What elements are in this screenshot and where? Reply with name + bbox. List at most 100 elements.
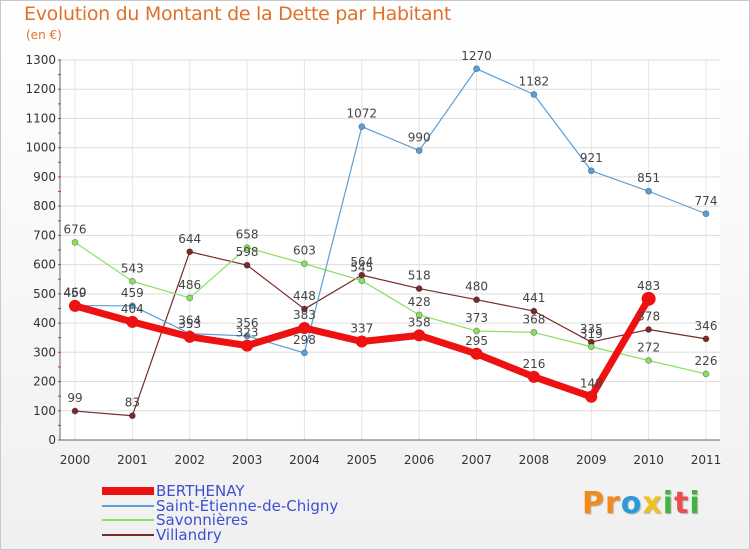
data-label-berthenay: 404 — [121, 302, 144, 316]
data-point-saint-etienne-de-chigny — [587, 167, 595, 175]
data-label-berthenay: 337 — [350, 321, 373, 335]
data-label-saint-etienne-de-chigny: 1072 — [347, 107, 378, 121]
data-label-saint-etienne-de-chigny: 990 — [408, 131, 431, 145]
data-point-villandry — [415, 285, 423, 292]
data-point-savonnieres — [530, 329, 538, 336]
data-point-berthenay — [298, 322, 311, 335]
data-point-savonnieres — [71, 238, 79, 246]
plot-area — [60, 60, 720, 440]
data-point-saint-etienne-de-chigny — [645, 187, 653, 195]
y-tick-label: 1200 — [25, 82, 56, 96]
logo-letter: i — [662, 486, 675, 521]
x-tick-label: 2010 — [633, 453, 664, 467]
legend-label-villandry: Villandry — [156, 525, 222, 544]
data-label-villandry: 644 — [178, 232, 201, 246]
x-tick-label: 2001 — [117, 453, 148, 467]
data-label-savonnieres: 272 — [637, 340, 660, 354]
data-label-villandry: 598 — [236, 245, 259, 259]
data-label-berthenay: 295 — [465, 334, 488, 348]
y-tick-label: 700 — [33, 228, 56, 242]
data-point-villandry — [473, 296, 480, 304]
data-point-berthenay — [470, 347, 483, 360]
y-tick-label: 500 — [33, 287, 56, 301]
data-label-berthenay: 216 — [522, 357, 545, 371]
grid-lines — [60, 59, 720, 441]
data-label-villandry: 441 — [522, 291, 545, 305]
x-tick-label: 2007 — [461, 453, 492, 467]
data-point-berthenay — [69, 299, 81, 312]
data-label-savonnieres: 428 — [408, 295, 431, 309]
data-label-villandry: 480 — [465, 280, 488, 294]
legend-swatch-berthenay — [102, 487, 154, 496]
data-point-savonnieres — [301, 260, 308, 268]
data-point-berthenay — [183, 330, 196, 343]
data-point-saint-etienne-de-chigny — [301, 349, 308, 357]
data-label-saint-etienne-de-chigny: 356 — [236, 316, 259, 330]
data-label-savonnieres: 603 — [293, 244, 316, 258]
series-line-savonnieres — [74, 241, 707, 375]
logo-letter: t — [674, 486, 690, 521]
data-point-saint-etienne-de-chigny — [358, 123, 366, 131]
data-point-villandry — [645, 326, 653, 333]
y-tick-label: 1100 — [25, 111, 56, 125]
axes: 0 100 200 300 400 500 600 700 800 900 1000 1100 1200… — [25, 53, 721, 467]
data-label-savonnieres: 486 — [178, 278, 201, 292]
legend: BERTHENAY Saint-Étienne-de-Chigny Savonn… — [102, 484, 338, 542]
data-point-saint-etienne-de-chigny — [243, 332, 251, 340]
data-point-savonnieres — [358, 277, 366, 285]
data-label-berthenay: 358 — [408, 315, 431, 329]
y-tick-label: 300 — [33, 345, 56, 359]
x-tick-label: 2009 — [576, 453, 607, 467]
data-label-villandry: 335 — [580, 322, 603, 336]
data-label-berthenay: 459 — [64, 286, 87, 300]
x-tick-label: 2006 — [404, 453, 435, 467]
data-label-saint-etienne-de-chigny: 921 — [580, 151, 603, 165]
data-point-savonnieres — [243, 244, 251, 252]
chart-subtitle: (en €) — [26, 28, 62, 42]
data-point-berthenay — [241, 339, 254, 352]
data-label-villandry: 346 — [695, 319, 718, 333]
data-point-berthenay — [126, 315, 139, 328]
data-label-savonnieres: 373 — [465, 311, 488, 325]
logo-letter: r — [605, 486, 621, 521]
data-point-berthenay — [355, 335, 368, 348]
logo-letter: x — [642, 486, 663, 521]
legend-item-villandry: Villandry — [102, 525, 338, 544]
series-line-villandry — [74, 251, 707, 417]
data-label-villandry: 448 — [293, 289, 316, 303]
logo-letter: i — [689, 486, 701, 521]
data-label-savonnieres: 368 — [522, 312, 545, 326]
data-label-savonnieres: 676 — [64, 222, 87, 236]
data-label-villandry: 564 — [350, 255, 373, 269]
data-label-savonnieres: 543 — [121, 261, 144, 275]
data-point-villandry — [301, 305, 308, 313]
x-tick-label: 2005 — [347, 453, 378, 467]
data-label-berthenay: 383 — [293, 308, 316, 322]
legend-item-saint-etienne: Saint-Étienne-de-Chigny — [102, 498, 338, 514]
data-label-saint-etienne-de-chigny: 851 — [637, 171, 660, 185]
legend-swatch-savonnieres — [102, 519, 154, 522]
data-point-villandry — [530, 307, 538, 315]
data-label-savonnieres: 319 — [580, 327, 603, 341]
legend-label-savonnieres: Savonnières — [156, 511, 249, 529]
legend-item-berthenay: BERTHENAY — [102, 484, 338, 499]
y-tick-label: 900 — [33, 170, 56, 184]
data-label-savonnieres: 545 — [350, 261, 373, 275]
data-point-berthenay — [527, 370, 540, 383]
data-label-saint-etienne-de-chigny: 1270 — [461, 49, 492, 63]
data-point-savonnieres — [415, 311, 423, 319]
legend-swatch-saint-etienne — [102, 504, 154, 507]
legend-swatch-villandry — [102, 533, 154, 536]
data-label-saint-etienne-de-chigny: 459 — [121, 286, 144, 300]
data-point-savonnieres — [645, 357, 653, 364]
data-point-berthenay — [413, 329, 426, 342]
data-label-saint-etienne-de-chigny: 1182 — [519, 74, 550, 88]
legend-item-savonnieres: Savonnières — [102, 513, 338, 528]
x-tick-label: 2004 — [289, 453, 320, 467]
data-point-savonnieres — [702, 370, 710, 378]
data-point-villandry — [186, 248, 194, 256]
data-label-saint-etienne-de-chigny: 774 — [695, 194, 718, 208]
x-tick-label: 2002 — [174, 453, 205, 467]
